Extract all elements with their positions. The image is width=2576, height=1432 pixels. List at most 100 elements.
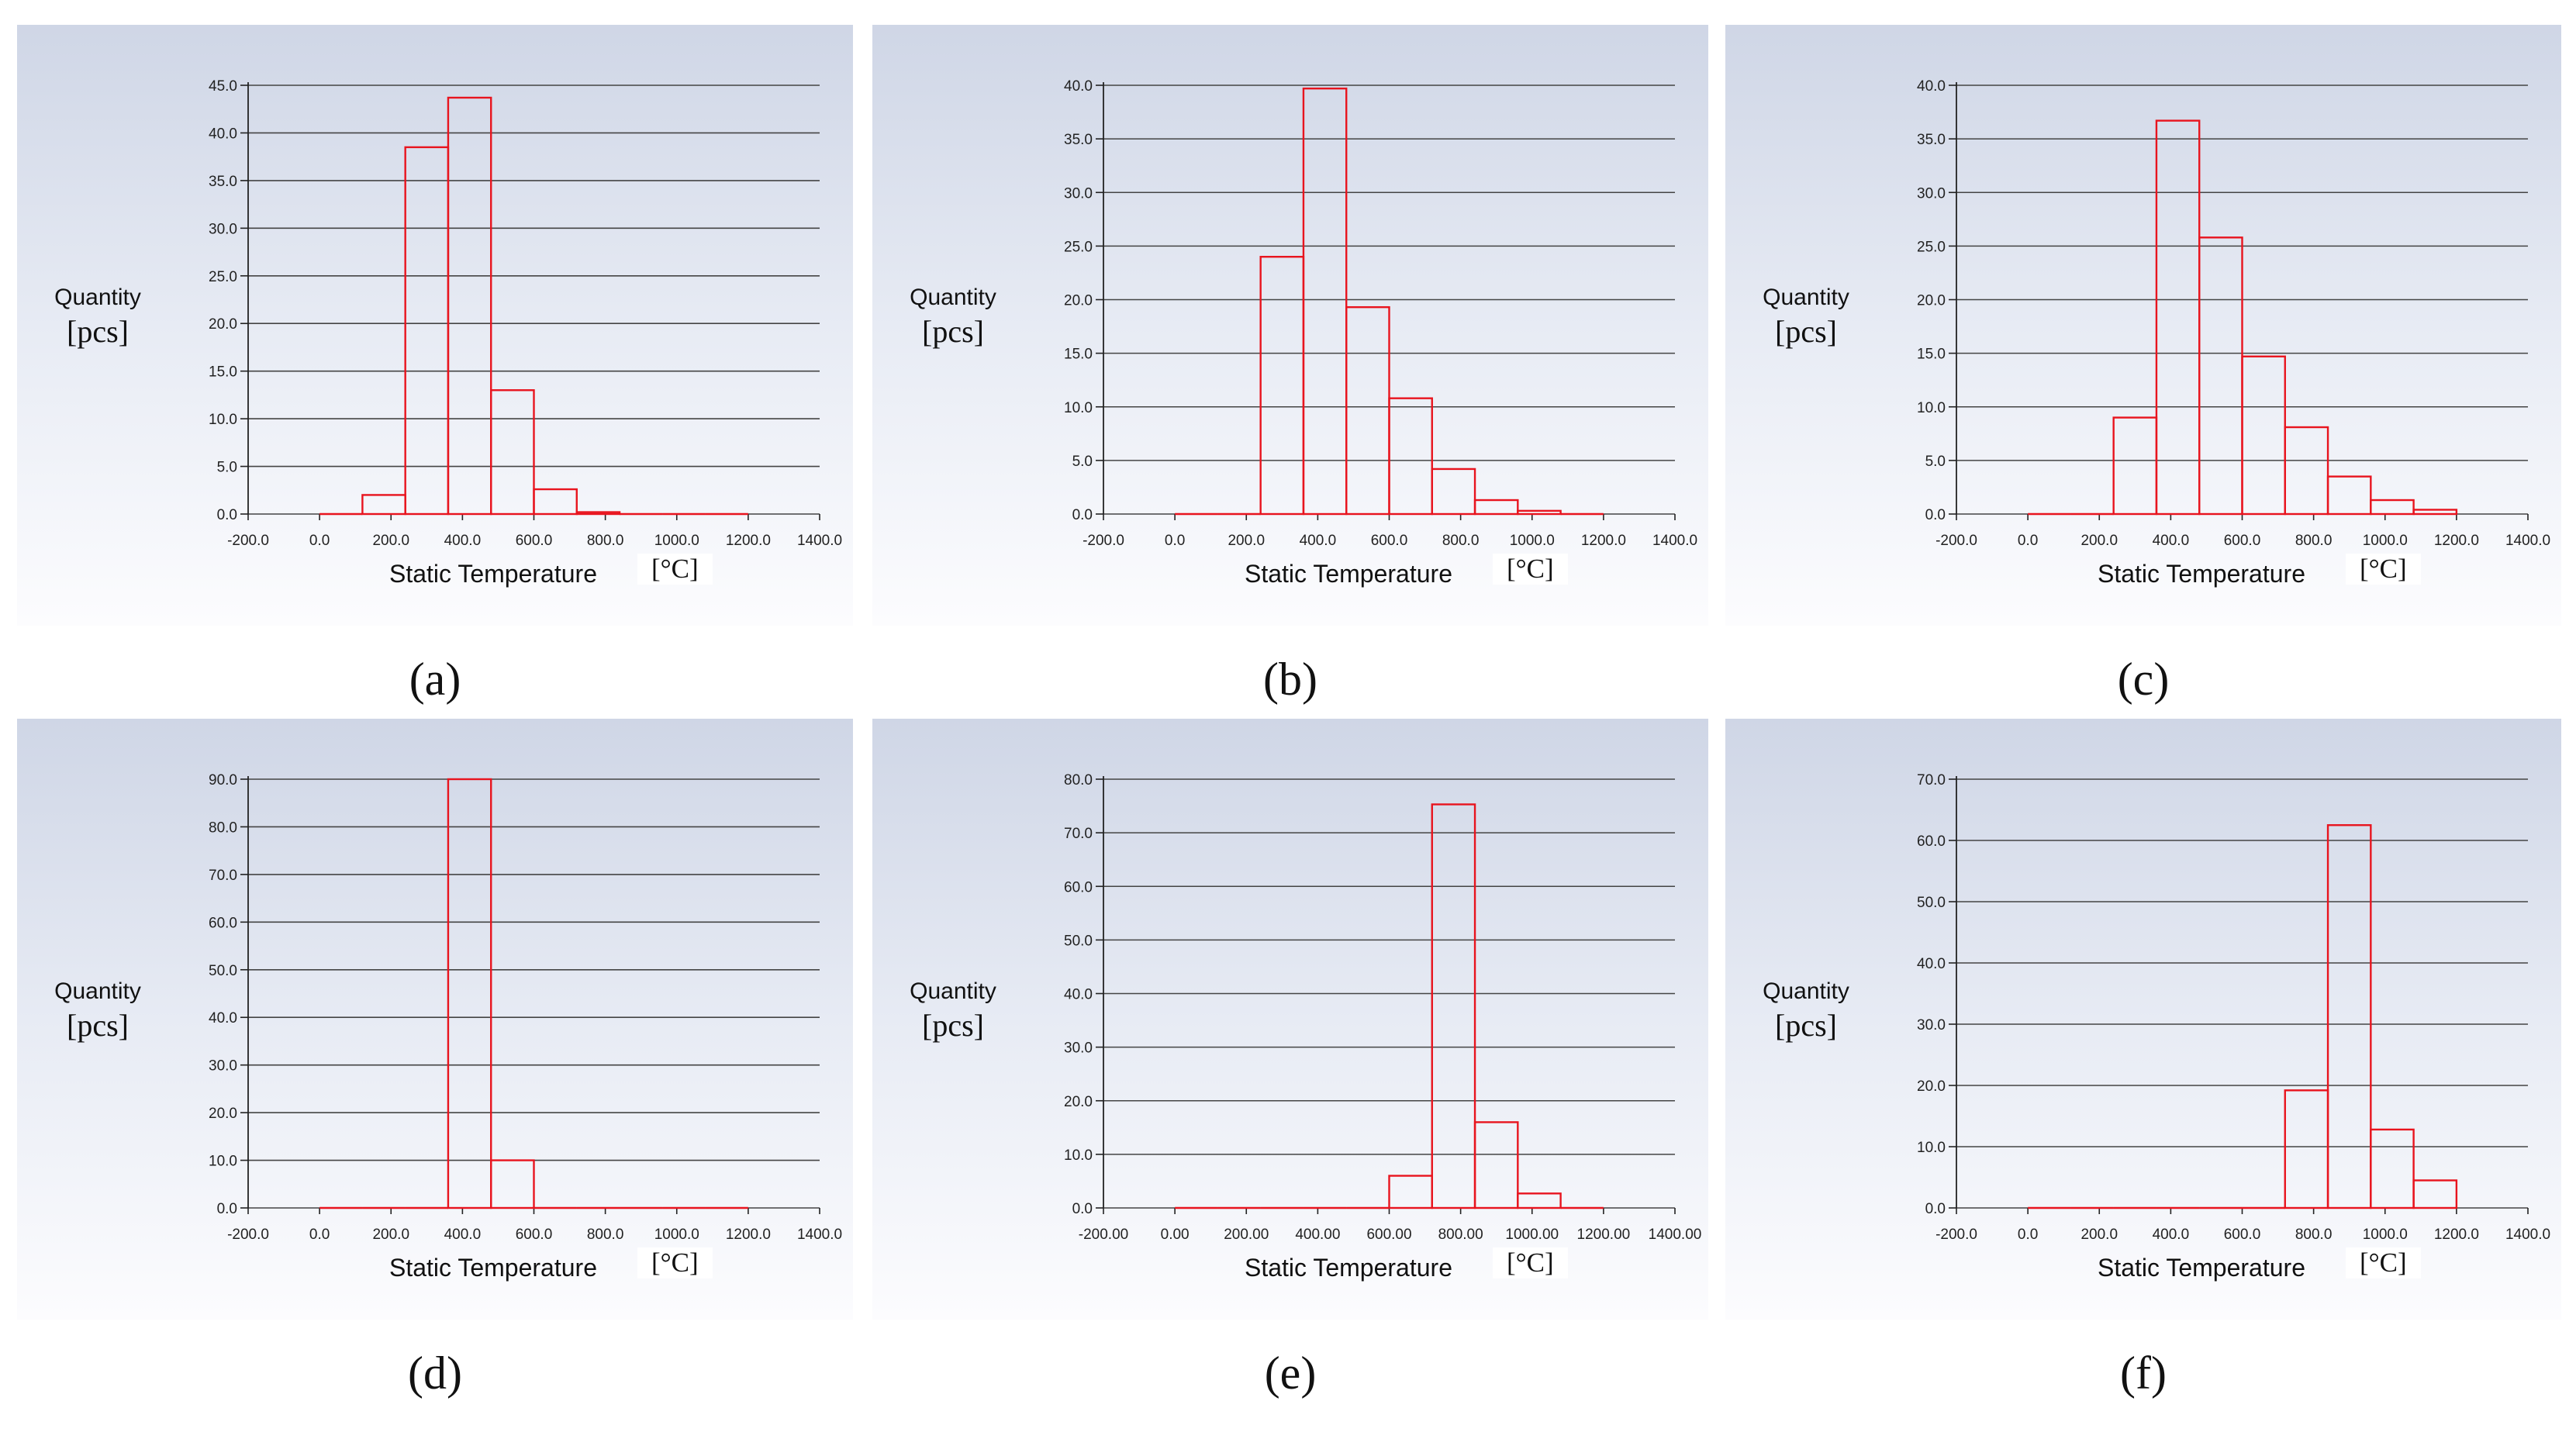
- caption-f: (f): [2120, 1347, 2167, 1399]
- panel-e: 0.0 10.0 20.0 30.0 40.0 50.0 60.0 70.0 80.0 -200.…: [872, 719, 1708, 1320]
- y-tick-label: 10.0: [1917, 1140, 1946, 1156]
- y-tick-label: 15.0: [1917, 347, 1946, 363]
- histogram-bar: [2326, 824, 2372, 1209]
- x-tick-label: 400.0: [2153, 533, 2190, 549]
- x-tick-label: 400.0: [444, 533, 482, 549]
- panel-background: [1725, 25, 2561, 626]
- x-tick-label: 600.0: [1371, 533, 1408, 549]
- x-tick-label: 800.0: [587, 533, 624, 549]
- panel-background: [1725, 719, 2561, 1320]
- panel-d: 0.0 10.0 20.0 30.0 40.0 50.0 60.0 70.0 80.0 90.0 -…: [17, 719, 853, 1320]
- x-tick-label: 400.0: [444, 1227, 482, 1243]
- histogram-c: 0.0 5.0 10.0 15.0 20.0 25.0 30.0 35.0 40.0 -200.0…: [1917, 78, 2550, 549]
- y-axis-unit: [pcs]: [922, 314, 984, 349]
- y-axis-unit: [pcs]: [67, 314, 129, 349]
- y-tick-label: 20.0: [1917, 293, 1946, 309]
- caption-e: (e): [1264, 1347, 1317, 1399]
- histogram-f: 0.0 10.0 20.0 30.0 40.0 50.0 60.0 70.0 -200.0 0.0…: [1917, 772, 2550, 1243]
- y-tick-label: 50.0: [1064, 933, 1093, 949]
- caption-c: (c): [2117, 654, 2170, 705]
- x-tick-label: -200.0: [1083, 533, 1124, 549]
- x-axis-unit: [°C]: [1493, 1247, 1568, 1278]
- y-tick-label: 60.0: [1917, 833, 1946, 850]
- y-tick-label: 60.0: [209, 915, 237, 931]
- panel-b: 0.0 5.0 10.0 15.0 20.0 25.0 30.0 35.0 40.0 -200.0…: [872, 25, 1708, 626]
- y-tick-label: 25.0: [1917, 239, 1946, 255]
- y-axis-label: Quantity: [54, 978, 141, 1004]
- y-tick-label: 40.0: [1064, 987, 1093, 1003]
- x-tick-label: 600.00: [1366, 1227, 1411, 1243]
- panel-background: [17, 25, 853, 626]
- y-tick-label: 20.0: [1064, 1094, 1093, 1110]
- x-tick-label: 0.0: [2018, 533, 2038, 549]
- y-tick-label: 0.0: [1925, 507, 1946, 523]
- x-tick-label: 600.0: [2224, 1227, 2261, 1243]
- y-tick-label: 20.0: [1064, 293, 1093, 309]
- x-tick-label: 1000.0: [1510, 533, 1555, 549]
- y-tick-label: 50.0: [209, 963, 237, 979]
- y-tick-label: 30.0: [1917, 1017, 1946, 1033]
- histogram-bar: [2198, 236, 2243, 516]
- y-tick-label: 15.0: [209, 364, 237, 381]
- histogram-bar: [447, 778, 492, 1209]
- histogram-bar: [404, 146, 450, 516]
- x-axis-unit: [°C]: [637, 554, 713, 585]
- y-tick-label: 0.0: [1925, 1201, 1946, 1217]
- y-tick-label: 30.0: [1064, 185, 1093, 202]
- y-tick-label: 40.0: [1064, 78, 1093, 95]
- x-tick-label: 400.0: [1300, 533, 1337, 549]
- x-tick-label: 600.0: [516, 533, 553, 549]
- y-tick-label: 70.0: [1064, 826, 1093, 842]
- histogram-bar: [1345, 305, 1390, 516]
- x-tick-label: 0.00: [1161, 1227, 1190, 1243]
- y-tick-label: 35.0: [209, 174, 237, 190]
- y-tick-label: 20.0: [209, 1106, 237, 1122]
- histogram-bar: [1388, 1175, 1433, 1209]
- y-tick-label: 0.0: [1072, 507, 1093, 523]
- x-tick-label: 1000.0: [2363, 1227, 2408, 1243]
- y-tick-label: 45.0: [209, 78, 237, 95]
- x-tick-label: 400.0: [2153, 1227, 2190, 1243]
- y-tick-label: 20.0: [1917, 1078, 1946, 1095]
- histogram-bar: [2326, 475, 2372, 516]
- x-tick-label: 800.0: [587, 1227, 624, 1243]
- histogram-bar: [361, 494, 406, 516]
- y-tick-label: 30.0: [1917, 185, 1946, 202]
- y-axis-unit: [pcs]: [1775, 1008, 1837, 1043]
- panel-a: 0.0 5.0 10.0 15.0 20.0 25.0 30.0 35.0 40.0 45.0 -2…: [17, 25, 853, 626]
- x-axis-unit: [°C]: [1493, 554, 1568, 585]
- histogram-bar: [2284, 1089, 2329, 1209]
- y-tick-label: 5.0: [1925, 454, 1946, 470]
- y-tick-label: 5.0: [217, 460, 237, 476]
- y-tick-label: 0.0: [1072, 1201, 1093, 1217]
- x-tick-label: -200.0: [227, 1227, 269, 1243]
- histogram-bar: [490, 1159, 535, 1209]
- x-tick-label: 1000.0: [654, 533, 699, 549]
- x-tick-label: 0.0: [309, 533, 330, 549]
- y-tick-label: 10.0: [209, 1154, 237, 1170]
- x-tick-label: 1200.0: [726, 533, 771, 549]
- x-tick-label: -200.00: [1079, 1227, 1128, 1243]
- x-tick-label: 1000.0: [2363, 533, 2408, 549]
- y-tick-label: 90.0: [209, 772, 237, 788]
- y-tick-label: 0.0: [217, 1201, 237, 1217]
- x-tick-label: 1200.00: [1577, 1227, 1631, 1243]
- x-tick-label: 1000.0: [654, 1227, 699, 1243]
- y-axis-label: Quantity: [54, 285, 141, 310]
- x-tick-label: -200.0: [227, 533, 269, 549]
- x-tick-label: 1000.00: [1505, 1227, 1559, 1243]
- x-tick-label: 1200.0: [1581, 533, 1626, 549]
- histogram-a: 0.0 5.0 10.0 15.0 20.0 25.0 30.0 35.0 40.0 45.0 -2…: [209, 78, 842, 549]
- x-tick-label: 1200.0: [2434, 1227, 2479, 1243]
- x-axis-label: Static Temperature: [1245, 560, 1452, 588]
- histogram-bar: [533, 488, 578, 516]
- y-axis-unit: [pcs]: [1775, 314, 1837, 349]
- y-axis-unit: [pcs]: [922, 1008, 984, 1043]
- histogram-bar: [2412, 509, 2458, 516]
- x-tick-label: 1400.00: [1649, 1227, 1702, 1243]
- x-tick-label: 1400.0: [2505, 533, 2550, 549]
- x-tick-label: 400.00: [1295, 1227, 1340, 1243]
- x-tick-label: -200.0: [1935, 533, 1977, 549]
- y-tick-label: 20.0: [209, 316, 237, 333]
- x-tick-label: 200.00: [1224, 1227, 1269, 1243]
